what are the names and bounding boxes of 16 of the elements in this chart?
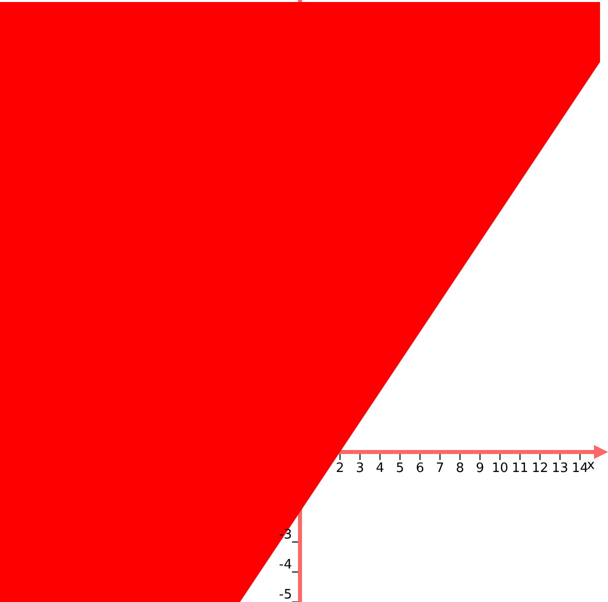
x-tick-label: 7 [436, 461, 444, 476]
x-tick-label: 6 [416, 461, 424, 476]
x-tick-label: 9 [476, 461, 484, 476]
x-tick-label: 13 [552, 461, 568, 476]
y-tick-label: -4 [279, 557, 292, 572]
x-tick-label: 8 [456, 461, 464, 476]
x-tick-label: 5 [396, 461, 404, 476]
x-tick-label: 14 [572, 461, 588, 476]
x-tick-label: 11 [512, 461, 528, 476]
y-tick-label: -5 [279, 587, 292, 602]
x-axis-title: x [587, 458, 595, 473]
x-tick-label: 2 [336, 461, 344, 476]
x-tick-label: 4 [376, 461, 384, 476]
x-tick-label: 12 [532, 461, 548, 476]
x-tick-label: 3 [356, 461, 364, 476]
x-tick-label: 10 [492, 461, 508, 476]
